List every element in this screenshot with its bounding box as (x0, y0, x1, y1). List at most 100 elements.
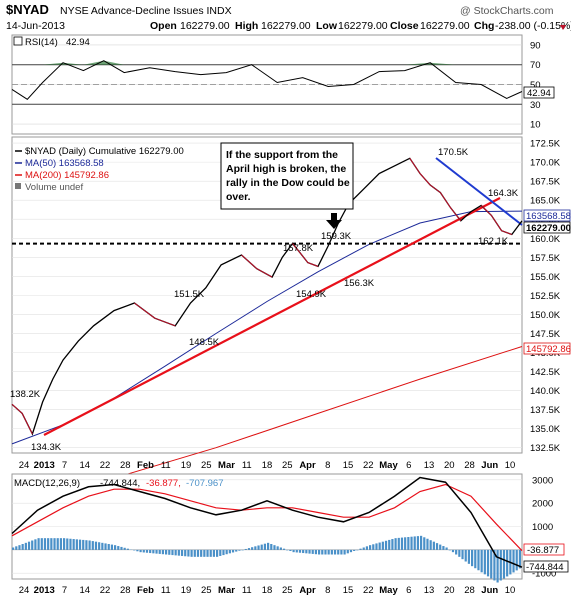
macd-hist-bar (435, 543, 439, 550)
date-tick-label: 28 (464, 585, 475, 596)
macd-hist-bar (413, 536, 416, 550)
macd-hist-bar (365, 546, 369, 550)
macd-hist-bar (362, 547, 365, 550)
macd-hist-bar (101, 542, 104, 550)
macd-hist-bar (279, 547, 282, 550)
macd-hist-bar (78, 539, 82, 550)
date-tick-label: 13 (424, 585, 435, 596)
macd-hist-bar (206, 549, 209, 557)
date-tick-label: May (379, 460, 398, 471)
macd-hist-bar (388, 539, 391, 550)
macd-hist-bar (238, 549, 241, 551)
macd-hist-bar (397, 537, 400, 550)
macd-hist-bar (165, 549, 168, 555)
annotation-box: If the support from the April high is br… (220, 142, 354, 229)
macd-hist-bar (72, 539, 75, 550)
macd-hist-bar (88, 540, 91, 550)
macd-hist-bar (94, 541, 98, 550)
down-arrow-icon (560, 25, 566, 30)
point-label: 154.9K (296, 289, 327, 300)
macd-hist-bar (120, 546, 123, 550)
macd-hist-bar (378, 542, 381, 550)
macd-hist-bar (91, 541, 94, 550)
ticker-symbol: $NYAD (6, 2, 49, 17)
rsi-panel: 10 30 50 70 90 RSI(14) 42.94 42.94 (11, 34, 555, 135)
ticker-name: NYSE Advance-Decline Issues INDX (60, 5, 232, 17)
macd-hist-bar (161, 549, 165, 555)
macd-hist-bar (104, 543, 107, 550)
price-tick-label: 137.5K (530, 405, 561, 416)
macd-hist-bar (63, 538, 66, 550)
macd-hist-bar (327, 549, 330, 555)
macd-hist-bar (458, 549, 461, 557)
rsi-legend-label: RSI(14) (25, 37, 58, 48)
price-tick-label: 132.5K (530, 443, 561, 454)
date-tick-label: 22 (363, 460, 374, 471)
date-tick-label: Mar (218, 460, 235, 471)
point-label: 134.3K (31, 442, 62, 453)
date-tick-label: 28 (120, 585, 131, 596)
hist-legend-value: -707.967 (186, 478, 224, 489)
macd-hist-bar (289, 549, 292, 551)
macd-hist-bar (251, 547, 254, 550)
date-tick-label: 14 (79, 585, 90, 596)
macd-hist-bar (420, 535, 423, 550)
price-tick-label: 165.0K (530, 196, 561, 207)
macd-hist-bar (145, 549, 149, 553)
ma200-last-tag (523, 342, 571, 355)
date-tick-label: 18 (262, 460, 273, 471)
macd-hist-bar (117, 546, 120, 550)
macd-hist-bar (184, 549, 187, 557)
macd-hist-bar (47, 538, 50, 550)
macd-hist-bar (471, 549, 474, 567)
low-value: 162279.00 (338, 20, 388, 32)
point-label: 148.5K (189, 337, 220, 348)
macd-hist-bar (305, 549, 308, 554)
date-tick-label: 11 (161, 585, 171, 596)
price-tick-label: 170.0K (530, 158, 561, 169)
rsi-last-label: 42.94 (527, 88, 551, 99)
macd-hist-bar (439, 544, 442, 550)
date-tick-label: 28 (464, 460, 475, 471)
macd-hist-bar (502, 549, 506, 579)
date-tick-label: 24 (19, 460, 30, 471)
point-label: 159.3K (321, 231, 352, 242)
macd-hist-bar (114, 545, 117, 550)
macd-hist-bar (493, 549, 496, 581)
macd-hist-bar (257, 545, 260, 550)
low-label: Low (316, 20, 338, 32)
macd-hist-bar (177, 549, 180, 556)
macd-hist-bar (515, 549, 518, 571)
macd-hist-bar (53, 538, 56, 550)
ma50-last-tag (523, 209, 571, 222)
point-label: 162.1K (478, 236, 509, 247)
price-tick-label: 135.0K (530, 424, 561, 435)
date-tick-label: 28 (120, 460, 131, 471)
macd-last-label: -744.844 (526, 562, 564, 573)
rsi-legend-box (13, 36, 23, 46)
legend-volume: Volume undef (25, 182, 83, 193)
rsi-tick-label: 70 (530, 60, 541, 71)
macd-hist-bar (158, 549, 161, 554)
price-tick-label: 172.5K (530, 139, 561, 150)
date-tick-label: Apr (299, 460, 316, 471)
date-tick-label: 11 (161, 460, 171, 471)
macd-hist-bar (123, 547, 126, 550)
macd-hist-bar (369, 545, 372, 550)
price-tick-label: 160.0K (530, 234, 561, 245)
macd-hist-bar (321, 549, 324, 555)
macd-hist-bar (43, 538, 47, 550)
macd-hist-bar (12, 547, 15, 550)
price-tick-label: 150.0K (530, 310, 561, 321)
macd-hist-bar (219, 549, 222, 556)
macd-hist-bar (330, 549, 333, 555)
date-tick-label: 8 (325, 460, 330, 471)
date-tick-label: 25 (201, 460, 212, 471)
rsi-axis-ticks: 10 30 50 70 90 (530, 40, 541, 130)
date-tick-label: 15 (343, 585, 354, 596)
macd-hist-bar (222, 549, 225, 556)
macd-hist-bar (193, 549, 196, 557)
macd-hist-bar (384, 540, 388, 550)
date-tick-label: 20 (444, 460, 455, 471)
macd-hist-bar (337, 549, 340, 555)
